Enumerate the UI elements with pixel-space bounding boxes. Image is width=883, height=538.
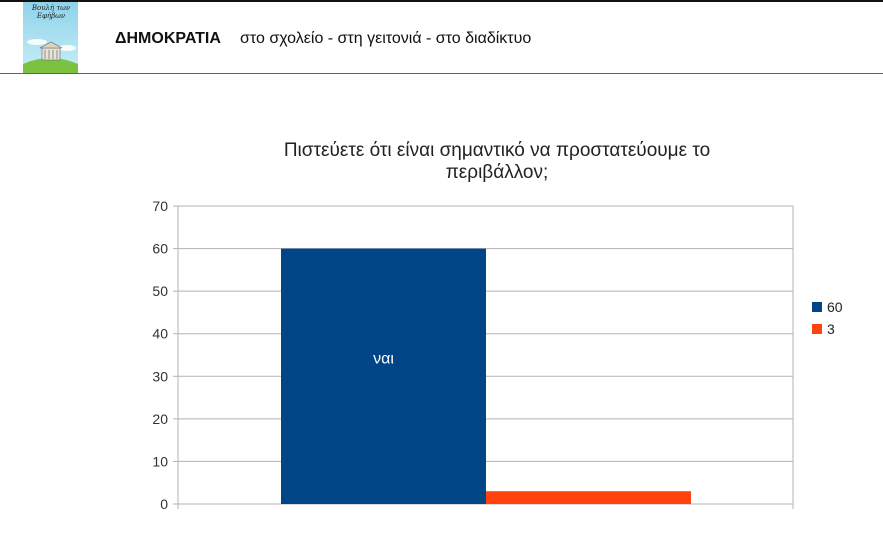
y-tick-label: 30 [152,368,168,384]
legend-swatch-60 [812,302,822,312]
bar-data-label: ναι [373,351,394,368]
chart-title: Πιστεύετε ότι είναι σημαντικό να προστατ… [284,140,710,183]
logo-emblem-icon [23,39,78,74]
y-tick-label: 50 [152,283,168,299]
chart-legend: 603 [812,299,843,337]
header-subtitle: στο σχολείο - στη γειτονιά - στο διαδίκτ… [240,30,532,47]
plot-area: 0 10 20 30 40 50 60 70 ναι [152,198,794,512]
top-border [0,0,883,2]
chart-title-line-1: Πιστεύετε ότι είναι σημαντικό να προστατ… [284,140,710,161]
header-title: ΔΗΜΟΚΡΑΤΙΑ [115,30,221,47]
logo-text: Βουλή των Εφήβων [31,4,71,20]
chart-title-line-2: περιβάλλον; [446,162,549,183]
legend-label-60: 60 [827,299,843,315]
y-tick-label: 40 [152,326,168,342]
legend-swatch-3 [812,324,822,334]
y-tick-label: 0 [160,496,168,512]
bar-3 [486,491,691,504]
logo: Βουλή των Εφήβων [23,2,78,74]
y-tick-label: 70 [152,198,168,214]
y-tick-label: 60 [152,241,168,257]
y-tick-label: 10 [152,453,168,469]
header-divider [0,73,883,74]
bar-60 [281,248,486,504]
y-tick-label: 20 [152,411,168,427]
legend-label-3: 3 [827,321,835,337]
page-header: Βουλή των Εφήβων ΔΗΜΟΚΡΑΤΙΑ στο σχολείο … [0,2,883,74]
